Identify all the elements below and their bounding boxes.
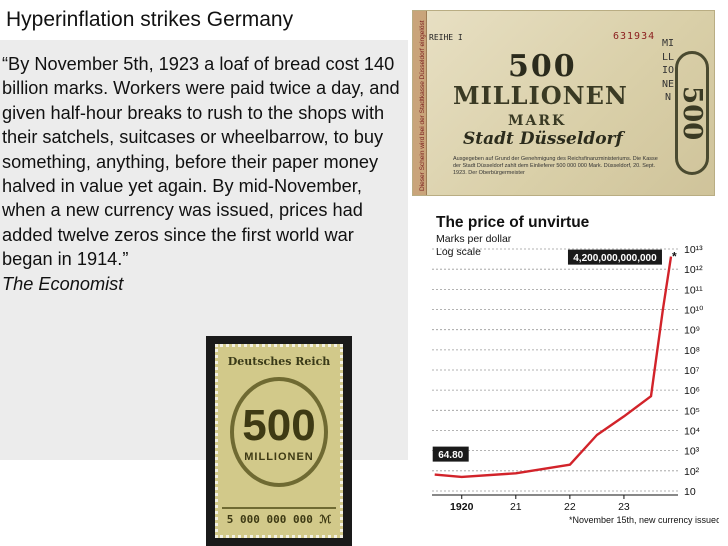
y-tick-label: 10⁹ xyxy=(684,325,700,337)
label-layer: 10 10² 10³ 10⁴ 10⁵ 10⁶ 10⁷ 10⁸ 10⁹ 10¹⁰ 10¹¹ 10¹² 10… xyxy=(432,244,704,513)
stamp-face: Deutsches Reich 500 MILLIONEN 5 000 000 … xyxy=(215,344,343,538)
y-tick-label: 10¹³ xyxy=(684,244,703,256)
chart-svg: The price of unvirtue Marks per dollar L… xyxy=(432,214,719,525)
banknote-circle-value: 500 xyxy=(677,85,707,141)
banknote-serial: 631934 xyxy=(613,31,656,42)
banknote-series: REIHE I xyxy=(429,33,463,42)
slide-title: Hyperinflation strikes Germany xyxy=(6,8,294,31)
quote-text: “By November 5th, 1923 a loaf of bread c… xyxy=(2,54,400,270)
chart-title: The price of unvirtue xyxy=(436,214,590,231)
start-label-box xyxy=(432,446,469,462)
banknote-mark: MARK xyxy=(508,113,567,129)
banknote-side-text: Dieser Schein wird bei der Stadtkasse Dü… xyxy=(419,20,426,191)
y-tick-label: 10³ xyxy=(684,446,700,458)
chart-subtitle-2: Log scale xyxy=(436,246,481,258)
quote-text-block: “By November 5th, 1923 a loaf of bread c… xyxy=(2,52,406,296)
x-tick-label: 22 xyxy=(564,501,576,513)
y-tick-label: 10 xyxy=(684,486,696,498)
series-layer xyxy=(434,256,673,479)
stamp-bottom-text: 5 000 000 000 ℳ xyxy=(222,507,336,526)
chart-footnote: *November 15th, new currency issued xyxy=(569,515,719,525)
chart-subtitle-1: Marks per dollar xyxy=(436,233,512,245)
banknote-side-strip: Dieser Schein wird bei der Stadtkasse Dü… xyxy=(413,11,427,195)
stamp-value: 500 xyxy=(242,401,316,450)
x-tick-label: 23 xyxy=(618,501,630,513)
banknote-city: Stadt Düsseldorf xyxy=(463,129,623,149)
banknote-image: Dieser Schein wird bei der Stadtkasse Dü… xyxy=(412,10,715,196)
stamp-ring xyxy=(230,377,328,487)
y-tick-label: 10⁶ xyxy=(684,385,700,397)
x-tick-label: 21 xyxy=(510,501,522,513)
banknote-fine-print: Ausgegeben auf Grund der Genehmigung des… xyxy=(453,156,658,176)
quote-source: The Economist xyxy=(2,273,124,294)
y-tick-label: 10⁷ xyxy=(684,365,700,377)
y-tick-label: 10⁸ xyxy=(684,345,700,357)
banknote-value: 500 xyxy=(508,49,577,84)
y-tick-label: 10² xyxy=(684,466,700,478)
stamp-image: Deutsches Reich 500 MILLIONEN 5 000 000 … xyxy=(206,336,352,546)
banknote-vertical-text: MILLIONEN xyxy=(661,38,675,103)
y-tick-label: 10¹² xyxy=(684,264,703,276)
y-tick-label: 10⁴ xyxy=(684,425,700,437)
banknote-millionen: MILLIONEN xyxy=(453,81,628,110)
grid-layer xyxy=(432,248,678,499)
peak-marker: * xyxy=(672,250,677,264)
y-tick-label: 10¹⁰ xyxy=(684,305,704,317)
peak-label: 4,200,000,000,000 xyxy=(573,253,657,264)
start-label: 64.80 xyxy=(438,450,463,461)
banknote-circle-emblem: 500 xyxy=(675,51,709,175)
x-tick-label: 1920 xyxy=(450,501,474,513)
peak-label-box xyxy=(567,249,662,265)
hyperinflation-chart: The price of unvirtue Marks per dollar L… xyxy=(426,205,719,527)
stamp-top-text: Deutsches Reich xyxy=(227,355,331,368)
stamp-millionen: MILLIONEN xyxy=(244,451,314,463)
marks-per-dollar-line xyxy=(434,256,673,479)
y-tick-label: 10⁵ xyxy=(684,405,700,417)
y-tick-label: 10¹¹ xyxy=(684,284,703,296)
